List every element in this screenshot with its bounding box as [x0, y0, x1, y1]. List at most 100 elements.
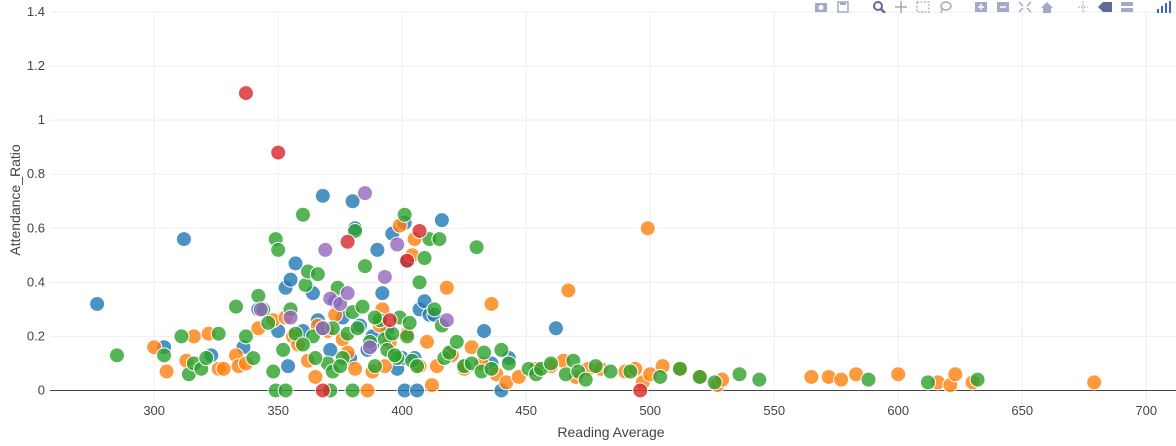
- data-point[interactable]: [653, 369, 668, 384]
- data-point[interactable]: [276, 342, 291, 357]
- hover-closest-button[interactable]: [1096, 0, 1114, 12]
- data-point[interactable]: [484, 361, 499, 376]
- data-point[interactable]: [216, 361, 231, 376]
- data-point[interactable]: [375, 286, 390, 301]
- data-point[interactable]: [861, 372, 876, 387]
- data-point[interactable]: [410, 383, 425, 398]
- data-point[interactable]: [633, 383, 648, 398]
- data-point[interactable]: [412, 223, 427, 238]
- data-point[interactable]: [283, 310, 298, 325]
- data-point[interactable]: [333, 359, 348, 374]
- data-point[interactable]: [382, 313, 397, 328]
- data-point[interactable]: [281, 359, 296, 374]
- data-point[interactable]: [159, 364, 174, 379]
- data-point[interactable]: [732, 367, 747, 382]
- zoom-in-button[interactable]: [972, 0, 990, 12]
- data-point[interactable]: [494, 342, 509, 357]
- data-point[interactable]: [350, 321, 365, 336]
- data-point[interactable]: [174, 329, 189, 344]
- data-point[interactable]: [623, 364, 638, 379]
- data-point[interactable]: [434, 213, 449, 228]
- data-point[interactable]: [357, 186, 372, 201]
- pan-button[interactable]: [892, 0, 910, 12]
- data-point[interactable]: [1087, 375, 1102, 390]
- data-point[interactable]: [340, 234, 355, 249]
- data-point[interactable]: [157, 348, 172, 363]
- data-point[interactable]: [387, 348, 402, 363]
- data-point[interactable]: [357, 259, 372, 274]
- data-point[interactable]: [419, 334, 434, 349]
- data-point[interactable]: [315, 383, 330, 398]
- data-point[interactable]: [417, 251, 432, 266]
- data-point[interactable]: [484, 296, 499, 311]
- data-point[interactable]: [345, 383, 360, 398]
- zoom-button[interactable]: [870, 0, 888, 12]
- data-point[interactable]: [834, 372, 849, 387]
- data-point[interactable]: [266, 364, 281, 379]
- data-point[interactable]: [109, 348, 124, 363]
- data-points[interactable]: [90, 86, 1102, 398]
- plotly-logo-button[interactable]: [1154, 0, 1172, 12]
- data-point[interactable]: [377, 269, 392, 284]
- data-point[interactable]: [400, 253, 415, 268]
- save-button[interactable]: [834, 0, 852, 12]
- data-point[interactable]: [271, 145, 286, 160]
- data-point[interactable]: [278, 383, 293, 398]
- data-point[interactable]: [397, 207, 412, 222]
- data-point[interactable]: [970, 372, 985, 387]
- data-point[interactable]: [477, 324, 492, 339]
- data-point[interactable]: [692, 369, 707, 384]
- data-point[interactable]: [752, 372, 767, 387]
- data-point[interactable]: [315, 188, 330, 203]
- data-point[interactable]: [367, 359, 382, 374]
- data-point[interactable]: [578, 372, 593, 387]
- data-point[interactable]: [891, 367, 906, 382]
- data-point[interactable]: [253, 302, 268, 317]
- data-point[interactable]: [561, 283, 576, 298]
- data-point[interactable]: [348, 361, 363, 376]
- data-point[interactable]: [315, 321, 330, 336]
- data-point[interactable]: [804, 369, 819, 384]
- data-point[interactable]: [246, 351, 261, 366]
- data-point[interactable]: [199, 351, 214, 366]
- data-point[interactable]: [90, 296, 105, 311]
- box-select-button[interactable]: [914, 0, 932, 12]
- data-point[interactable]: [410, 359, 425, 374]
- data-point[interactable]: [588, 359, 603, 374]
- data-point[interactable]: [920, 375, 935, 390]
- data-point[interactable]: [308, 369, 323, 384]
- data-point[interactable]: [439, 280, 454, 295]
- data-point[interactable]: [251, 288, 266, 303]
- data-point[interactable]: [948, 367, 963, 382]
- data-point[interactable]: [229, 299, 244, 314]
- data-point[interactable]: [370, 242, 385, 257]
- data-point[interactable]: [707, 375, 722, 390]
- zoom-out-button[interactable]: [994, 0, 1012, 12]
- data-point[interactable]: [360, 383, 375, 398]
- data-point[interactable]: [211, 326, 226, 341]
- data-point[interactable]: [548, 321, 563, 336]
- data-point[interactable]: [283, 272, 298, 287]
- data-point[interactable]: [412, 275, 427, 290]
- data-point[interactable]: [298, 278, 313, 293]
- data-point[interactable]: [672, 361, 687, 376]
- data-point[interactable]: [427, 302, 442, 317]
- data-point[interactable]: [238, 329, 253, 344]
- data-point[interactable]: [449, 334, 464, 349]
- data-point[interactable]: [424, 378, 439, 393]
- data-point[interactable]: [271, 242, 286, 257]
- data-point[interactable]: [318, 242, 333, 257]
- home-button[interactable]: [1038, 0, 1056, 12]
- data-point[interactable]: [340, 286, 355, 301]
- data-point[interactable]: [385, 326, 400, 341]
- camera-button[interactable]: [812, 0, 830, 12]
- data-point[interactable]: [176, 232, 191, 247]
- data-point[interactable]: [295, 207, 310, 222]
- data-point[interactable]: [469, 240, 484, 255]
- data-point[interactable]: [308, 351, 323, 366]
- lasso-select-button[interactable]: [936, 0, 954, 12]
- data-point[interactable]: [261, 315, 276, 330]
- spike-lines-button[interactable]: [1074, 0, 1092, 12]
- data-point[interactable]: [400, 329, 415, 344]
